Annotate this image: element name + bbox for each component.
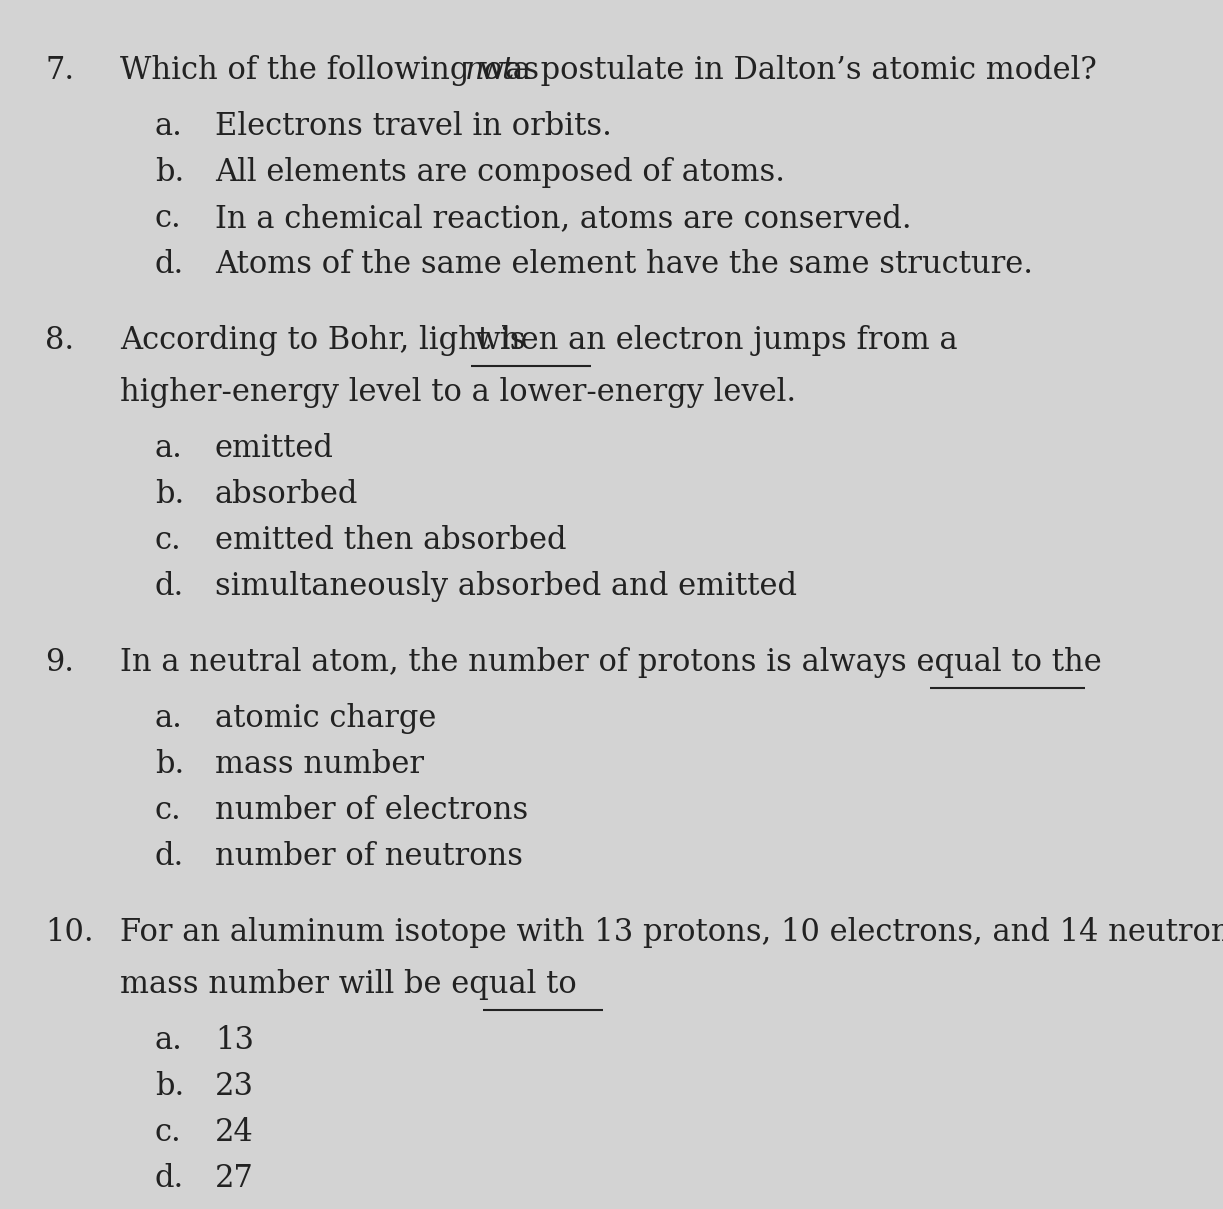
Text: 8.: 8. — [45, 325, 75, 355]
Text: d.: d. — [155, 571, 185, 602]
Text: 13: 13 — [215, 1025, 254, 1055]
Text: emitted: emitted — [215, 433, 334, 464]
Text: For an aluminum isotope with 13 protons, 10 electrons, and 14 neutrons, the: For an aluminum isotope with 13 protons,… — [120, 916, 1223, 948]
Text: b.: b. — [155, 1071, 185, 1101]
Text: 10.: 10. — [45, 916, 94, 948]
Text: a.: a. — [155, 1025, 183, 1055]
Text: a.: a. — [155, 433, 183, 464]
Text: In a chemical reaction, atoms are conserved.: In a chemical reaction, atoms are conser… — [215, 203, 911, 235]
Text: emitted then absorbed: emitted then absorbed — [215, 525, 566, 556]
Text: b.: b. — [155, 157, 185, 189]
Text: Which of the following was: Which of the following was — [120, 54, 549, 86]
Text: a.: a. — [155, 702, 183, 734]
Text: when an electron jumps from a: when an electron jumps from a — [465, 325, 958, 355]
Text: number of electrons: number of electrons — [215, 796, 528, 826]
Text: c.: c. — [155, 1117, 182, 1149]
Text: 7.: 7. — [45, 54, 75, 86]
Text: d.: d. — [155, 1163, 185, 1194]
Text: higher-energy level to a lower-energy level.: higher-energy level to a lower-energy le… — [120, 377, 796, 407]
Text: atomic charge: atomic charge — [215, 702, 437, 734]
Text: not: not — [465, 54, 515, 86]
Text: mass number will be equal to: mass number will be equal to — [120, 968, 577, 1000]
Text: Electrons travel in orbits.: Electrons travel in orbits. — [215, 111, 612, 141]
Text: 24: 24 — [215, 1117, 253, 1149]
Text: d.: d. — [155, 249, 185, 280]
Text: .: . — [923, 647, 933, 678]
Text: absorbed: absorbed — [215, 479, 358, 510]
Text: mass number: mass number — [215, 750, 424, 780]
Text: a postulate in Dalton’s atomic model?: a postulate in Dalton’s atomic model? — [503, 54, 1097, 86]
Text: c.: c. — [155, 203, 182, 235]
Text: c.: c. — [155, 525, 182, 556]
Text: 23: 23 — [215, 1071, 254, 1101]
Text: number of neutrons: number of neutrons — [215, 841, 523, 872]
Text: d.: d. — [155, 841, 185, 872]
Text: a.: a. — [155, 111, 183, 141]
Text: All elements are composed of atoms.: All elements are composed of atoms. — [215, 157, 785, 189]
Text: 27: 27 — [215, 1163, 254, 1194]
Text: simultaneously absorbed and emitted: simultaneously absorbed and emitted — [215, 571, 797, 602]
Text: c.: c. — [155, 796, 182, 826]
Text: In a neutral atom, the number of protons is always equal to the: In a neutral atom, the number of protons… — [120, 647, 1102, 678]
Text: Atoms of the same element have the same structure.: Atoms of the same element have the same … — [215, 249, 1033, 280]
Text: 9.: 9. — [45, 647, 75, 678]
Text: According to Bohr, light is: According to Bohr, light is — [120, 325, 526, 355]
Text: b.: b. — [155, 750, 185, 780]
Text: b.: b. — [155, 479, 185, 510]
